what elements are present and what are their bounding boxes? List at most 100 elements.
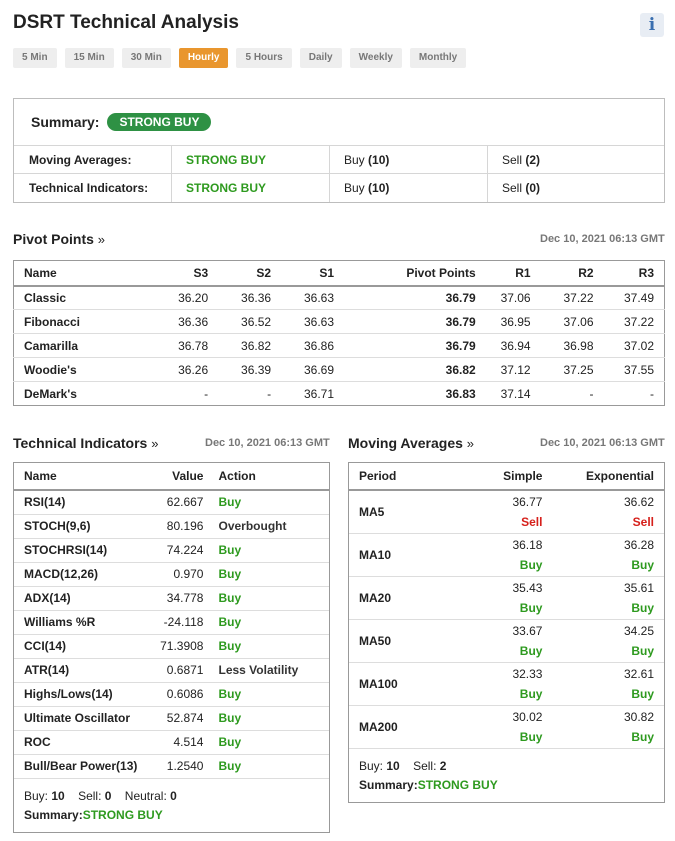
pivot-column-header: S1	[281, 260, 344, 287]
action-label: Buy	[218, 711, 242, 725]
action-label: Buy	[218, 591, 242, 605]
timeframe-tab-monthly[interactable]: Monthly	[409, 48, 467, 68]
buy-label: Buy:	[359, 758, 384, 773]
sell-label: Sell:	[78, 788, 102, 803]
summary-label: Summary:	[31, 114, 100, 130]
ma-period: MA20	[349, 576, 449, 620]
timeframe-tab-daily[interactable]: Daily	[299, 48, 342, 68]
action-label: Buy	[218, 615, 242, 629]
pivot-value: 37.55	[603, 357, 665, 382]
pivot-value: 37.49	[603, 285, 665, 310]
indicator-action: Buy	[213, 682, 329, 707]
indicator-name: STOCHRSI(14)	[14, 538, 161, 563]
pivot-points-link[interactable]: Pivot Points »	[13, 231, 105, 247]
indicator-name: ROC	[14, 730, 161, 755]
timeframe-tab-5-hours[interactable]: 5 Hours	[236, 48, 292, 68]
pivot-points-title: Pivot Points	[13, 231, 94, 247]
ma-timestamp: Dec 10, 2021 06:13 GMT	[540, 437, 665, 449]
indicator-value: 34.778	[160, 586, 214, 611]
timeframe-tab-30-min[interactable]: 30 Min	[121, 48, 171, 68]
ma-exp-action: Buy	[631, 600, 654, 615]
pivot-value: 37.22	[540, 285, 604, 310]
summary-verdict-badge: STRONG BUY	[107, 113, 212, 131]
buy-count: 10	[51, 788, 65, 803]
ma-exp-action: Buy	[631, 729, 654, 744]
buy-label: Buy	[344, 181, 365, 195]
ma-exp-value: 36.62	[623, 494, 654, 509]
pivot-value: 36.94	[485, 333, 541, 358]
indicator-value: 0.970	[160, 562, 214, 587]
pivot-value: 36.82	[218, 333, 282, 358]
summary-row-name: Moving Averages:	[14, 146, 172, 173]
pivot-value: 36.36	[218, 285, 282, 310]
timeframe-tab-weekly[interactable]: Weekly	[349, 48, 402, 68]
technical-column-header: Name	[14, 463, 161, 491]
ma-simple-value: 32.33	[512, 666, 543, 681]
technical-row: STOCH(9,6) 80.196 Overbought	[14, 514, 329, 539]
pivot-column-header: S2	[218, 260, 282, 287]
ma-simple-cell: 32.33 Buy	[448, 662, 553, 706]
timeframe-tab-15-min[interactable]: 15 Min	[64, 48, 114, 68]
indicator-value: 62.667	[160, 490, 214, 515]
sell-count: (2)	[525, 152, 541, 167]
indicator-action: Buy	[213, 538, 329, 563]
indicator-value: 71.3908	[160, 634, 214, 659]
technical-row: STOCHRSI(14) 74.224 Buy	[14, 538, 329, 563]
ma-simple-value: 35.43	[512, 580, 543, 595]
pivot-value: 37.02	[603, 333, 665, 358]
ma-summary-verdict: STRONG BUY	[417, 777, 498, 792]
ma-exp-value: 34.25	[623, 623, 654, 638]
pivot-row: Woodie's 36.26 36.39 36.69 36.82 37.12 37.25 37…	[13, 357, 665, 382]
ma-simple-value: 30.02	[512, 709, 543, 724]
summary-label: Summary:	[359, 777, 418, 792]
indicator-name: STOCH(9,6)	[14, 514, 161, 539]
pivot-value: 36.83	[445, 386, 476, 401]
ma-simple-cell: 33.67 Buy	[448, 619, 553, 663]
pivot-value: 36.63	[281, 309, 344, 334]
technical-row: Highs/Lows(14) 0.6086 Buy	[14, 682, 329, 707]
pivot-method-name: Fibonacci	[13, 309, 159, 334]
indicator-name: ATR(14)	[14, 658, 161, 683]
indicator-action: Overbought	[213, 514, 329, 539]
technical-row: MACD(12,26) 0.970 Buy	[14, 562, 329, 587]
technical-summary-verdict: STRONG BUY	[82, 807, 163, 822]
double-chevron-icon: »	[466, 436, 475, 451]
indicator-value: 0.6871	[160, 658, 214, 683]
ma-row: MA50 33.67 Buy 34.25 Buy	[349, 619, 664, 663]
timeframe-tab-5-min[interactable]: 5 Min	[13, 48, 57, 68]
sell-count: 0	[104, 788, 112, 803]
indicator-value: 52.874	[160, 706, 214, 731]
ma-exp-value: 36.28	[623, 537, 654, 552]
pivot-value: 36.95	[485, 309, 541, 334]
action-label: Buy	[218, 567, 242, 581]
ma-simple-action: Buy	[519, 643, 543, 658]
indicator-name: Williams %R	[14, 610, 161, 635]
ma-simple-action: Sell	[521, 514, 543, 529]
moving-averages-link[interactable]: Moving Averages »	[348, 435, 474, 451]
timeframe-tabs: 5 Min 15 Min 30 Min Hourly 5 Hours Daily Weekl…	[13, 48, 474, 68]
indicator-name: Ultimate Oscillator	[14, 706, 161, 731]
pivot-row: Classic 36.20 36.36 36.63 36.79 37.06 37.22 37.…	[13, 285, 665, 310]
ma-simple-value: 33.67	[512, 623, 543, 638]
sell-label: Sell	[502, 181, 523, 195]
pivot-value: 36.26	[158, 357, 219, 382]
pivot-value: 36.63	[281, 285, 344, 310]
technical-indicators-title: Technical Indicators	[13, 435, 148, 451]
ma-exp-action: Buy	[631, 557, 654, 572]
technical-row: ATR(14) 0.6871 Less Volatility	[14, 658, 329, 683]
indicator-name: ADX(14)	[14, 586, 161, 611]
timeframe-tab-hourly[interactable]: Hourly	[178, 48, 229, 68]
action-label: Buy	[218, 687, 242, 701]
technical-indicators-link[interactable]: Technical Indicators »	[13, 435, 158, 451]
indicator-action: Buy	[213, 634, 329, 659]
sell-label: Sell:	[413, 758, 437, 773]
ma-exp-cell: 35.61 Buy	[552, 576, 664, 620]
info-icon[interactable]: i	[640, 13, 664, 37]
ma-row: MA5 36.77 Sell 36.62 Sell	[349, 490, 664, 534]
action-label: Buy	[218, 495, 242, 510]
ma-column-header: Simple	[448, 463, 553, 491]
pivot-header-row: Name S3 S2 S1 Pivot Points R1 R2 R3	[13, 260, 665, 287]
summary-row-verdict: STRONG BUY	[172, 174, 330, 202]
pivot-value: 37.14	[500, 386, 531, 401]
indicator-name: CCI(14)	[14, 634, 161, 659]
